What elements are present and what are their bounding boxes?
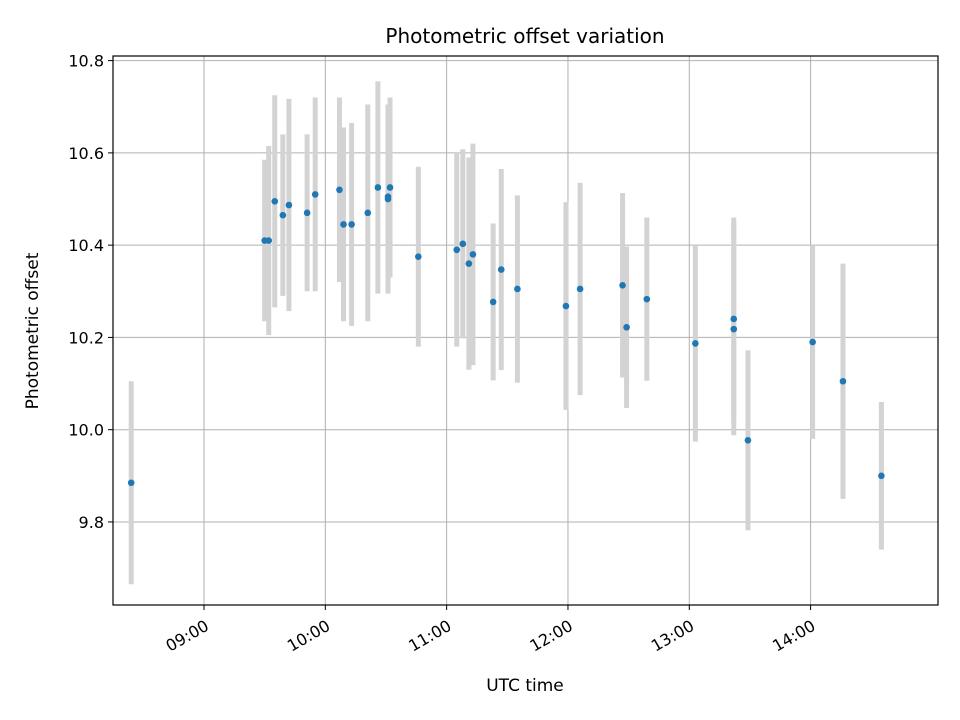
data-points <box>127 184 885 487</box>
plot-background <box>113 56 938 605</box>
data-point <box>643 295 651 303</box>
data-point <box>497 266 505 273</box>
data-point <box>744 437 752 444</box>
x-tick-label: 10:00 <box>284 616 333 656</box>
data-point <box>514 285 521 293</box>
data-point <box>127 479 135 487</box>
x-tick-label: 14:00 <box>769 616 818 656</box>
grid <box>113 56 938 605</box>
data-point <box>364 209 372 217</box>
data-point <box>730 315 738 323</box>
data-point <box>469 251 477 258</box>
data-point <box>303 209 311 217</box>
chart-title: Photometric offset variation <box>385 24 664 48</box>
y-tick-label: 9.8 <box>79 513 104 532</box>
x-tick-label: 13:00 <box>648 616 697 656</box>
data-point <box>623 323 630 331</box>
x-axis: 09:00 10:00 11:00 12:00 13:00 14:00 <box>163 605 819 656</box>
data-point <box>465 260 473 267</box>
data-point <box>692 340 699 347</box>
data-point <box>374 184 382 191</box>
y-tick-label: 10.8 <box>68 52 104 71</box>
data-point <box>619 281 626 289</box>
data-point <box>453 246 461 254</box>
data-point <box>279 211 287 219</box>
data-point <box>415 253 422 260</box>
data-point <box>489 298 497 306</box>
data-point <box>878 472 885 480</box>
data-point <box>839 377 847 385</box>
data-point <box>459 240 467 248</box>
data-point <box>384 193 392 201</box>
y-axis-title: Photometric offset <box>23 252 43 409</box>
data-point <box>336 186 343 194</box>
data-point <box>809 338 816 346</box>
plot-frame <box>112 55 939 606</box>
y-tick-label: 10.0 <box>68 421 104 440</box>
data-point <box>311 191 319 198</box>
data-point <box>265 237 272 244</box>
y-tick-label: 10.2 <box>68 328 104 347</box>
data-point <box>730 325 738 333</box>
x-tick-label: 09:00 <box>163 616 212 656</box>
y-tick-label: 10.4 <box>68 236 104 255</box>
data-point <box>576 285 584 293</box>
data-point <box>562 302 570 310</box>
x-tick-label: 12:00 <box>527 616 576 656</box>
x-axis-title: UTC time <box>486 676 564 696</box>
data-point <box>348 221 355 228</box>
data-point <box>271 198 279 205</box>
y-tick-label: 10.6 <box>68 144 104 163</box>
x-tick-label: 11:00 <box>405 616 454 656</box>
y-axis: 9.8 10.0 10.2 10.4 10.6 10.8 <box>68 52 113 532</box>
data-point <box>386 184 394 191</box>
data-point <box>340 221 347 228</box>
data-point <box>285 201 293 209</box>
